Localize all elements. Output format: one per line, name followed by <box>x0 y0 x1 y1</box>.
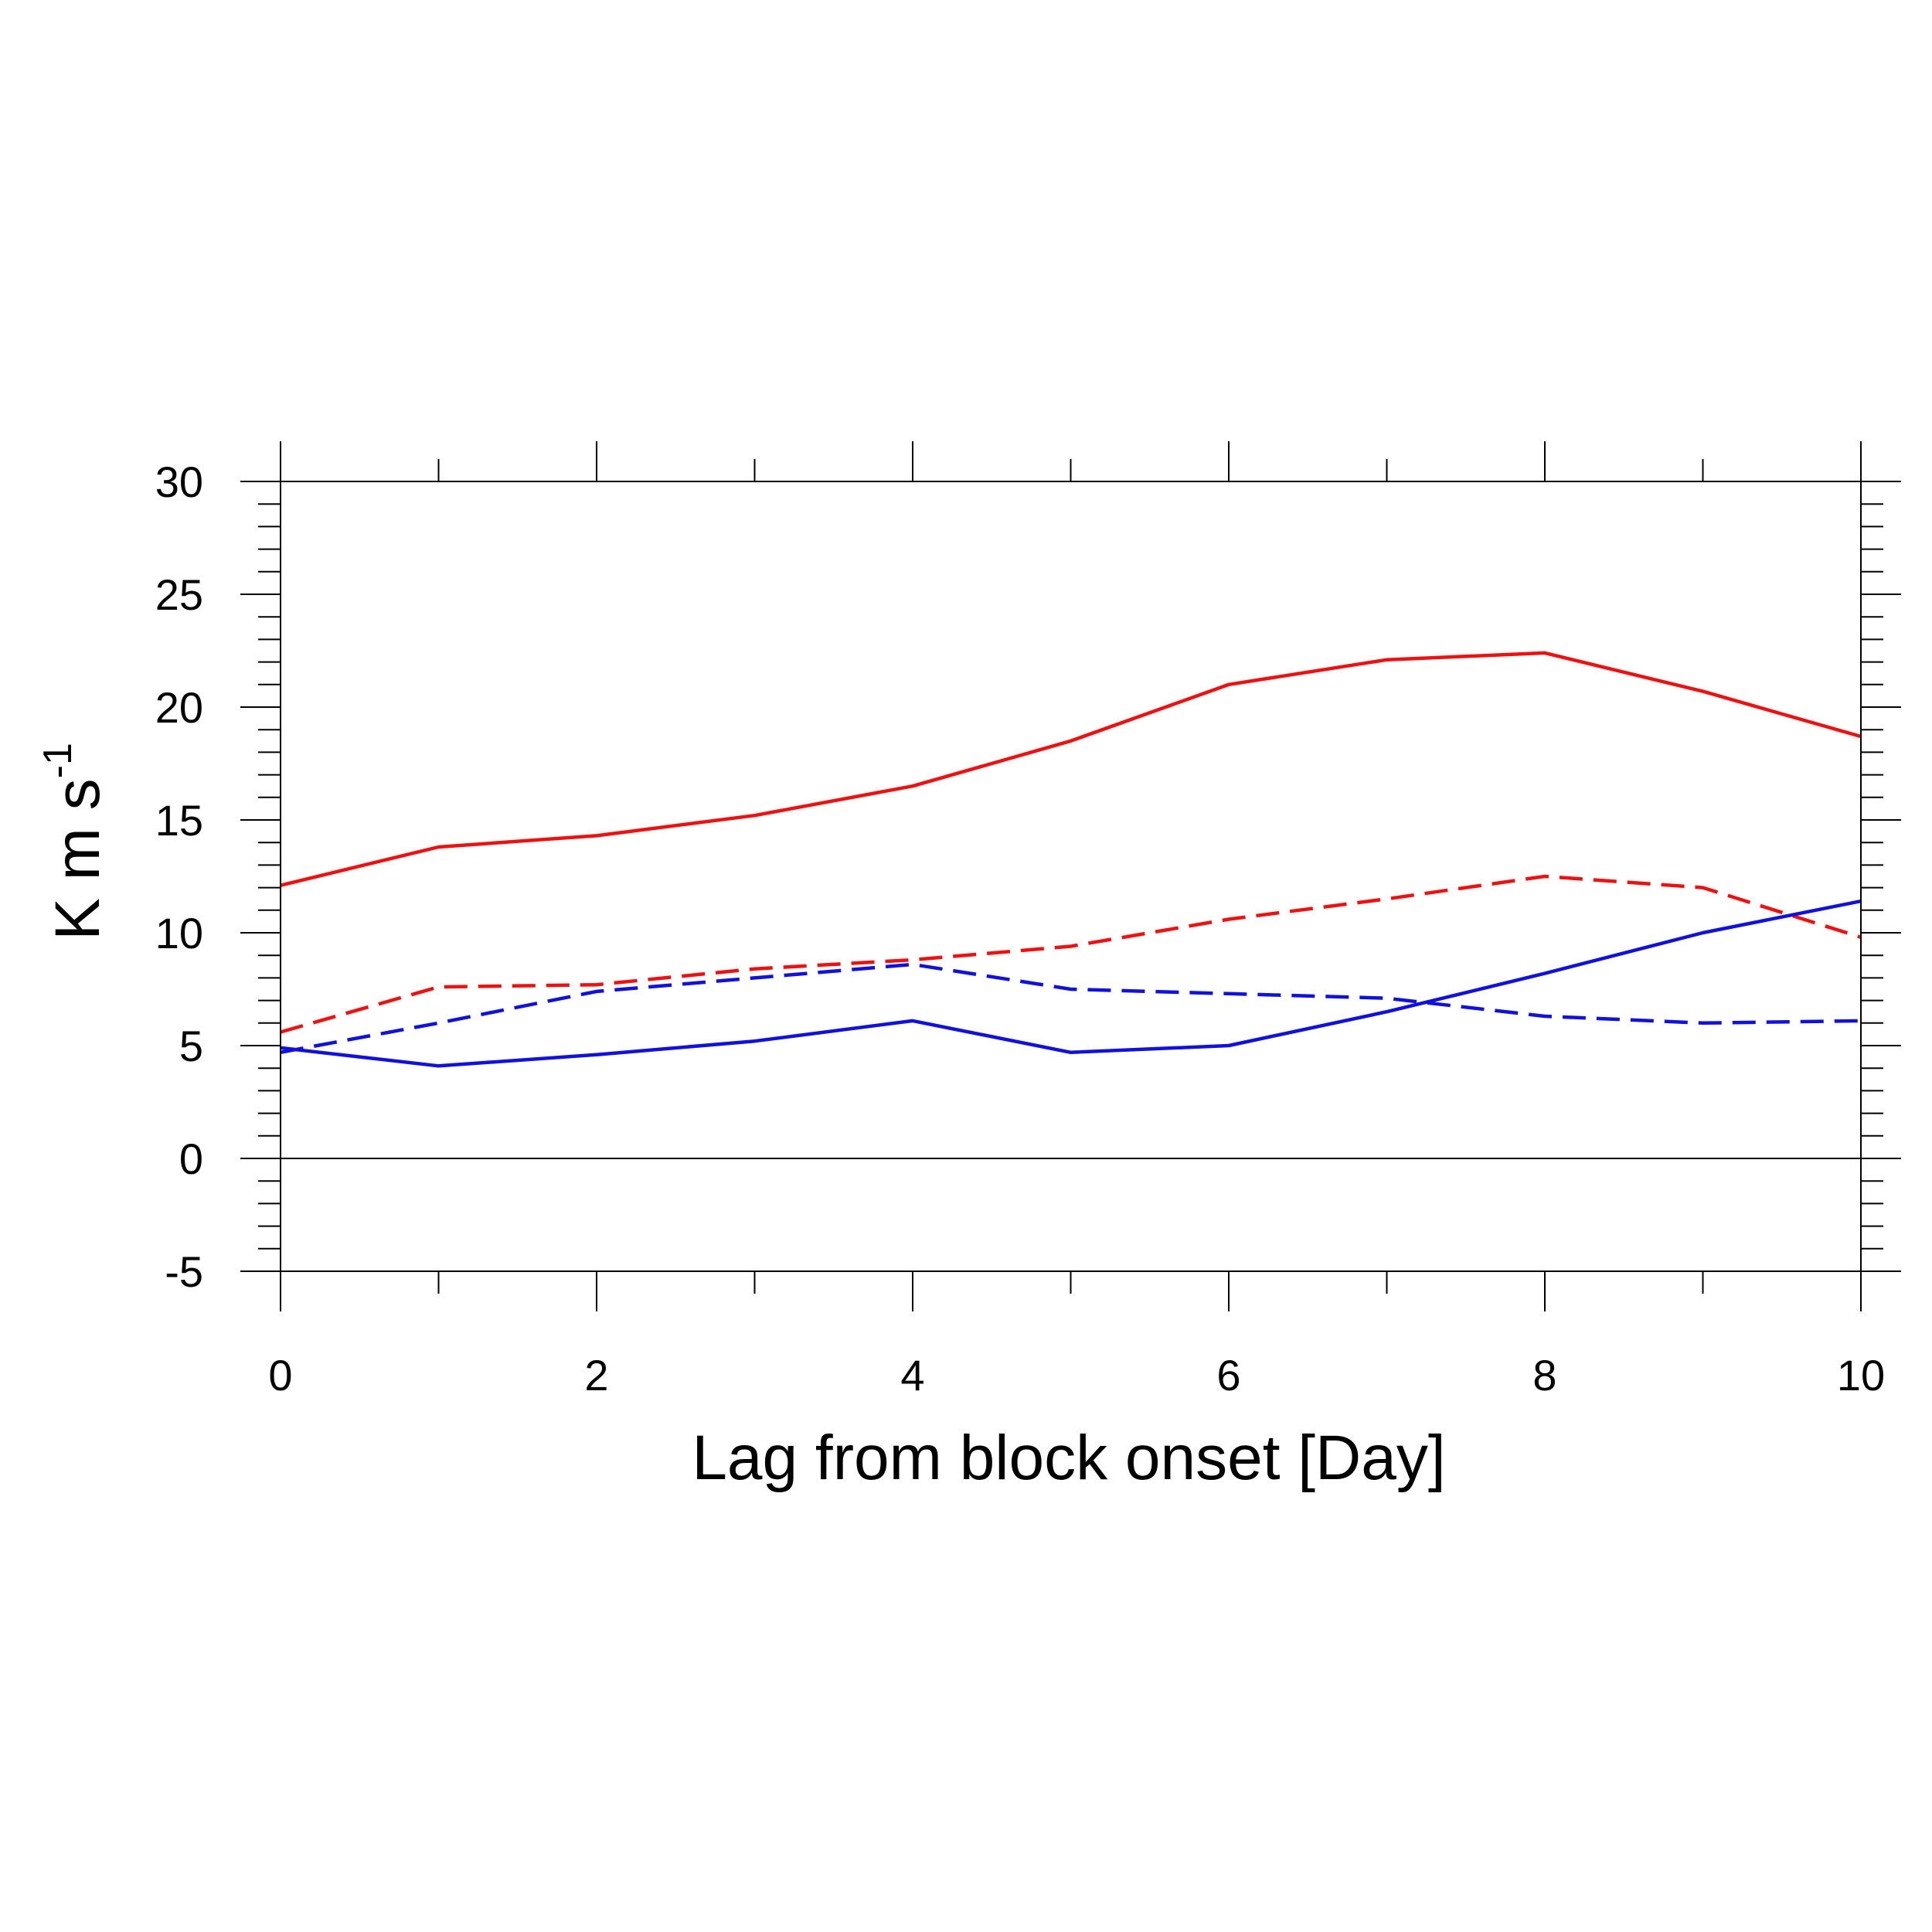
x-tick-labels: 0 2 4 6 8 10 <box>268 1351 1885 1400</box>
y-tick-label: 25 <box>155 570 203 619</box>
x-tick-label: 10 <box>1837 1351 1885 1400</box>
x-tick-label: 8 <box>1532 1351 1556 1400</box>
minor-ticks <box>258 459 1883 1294</box>
series-line-2 <box>280 874 1862 1034</box>
series-line-3 <box>280 899 1862 1068</box>
y-tick-label: 20 <box>155 683 203 732</box>
y-tick-label: 0 <box>179 1134 203 1183</box>
series-line-4 <box>280 962 1862 1055</box>
y-tick-labels: 30 25 20 15 10 5 0 -5 <box>155 457 203 1296</box>
series-layer <box>280 651 1862 1068</box>
y-tick-label: 5 <box>179 1022 203 1070</box>
x-axis-title: Lag from block onset [Day] <box>692 1423 1445 1493</box>
y-axis-title-superscript: -1 <box>36 743 80 778</box>
y-tick-label: 10 <box>155 909 203 957</box>
y-tick-label: -5 <box>165 1247 203 1296</box>
y-tick-label: 15 <box>155 796 203 845</box>
x-tick-label: 0 <box>268 1351 292 1400</box>
plot-frame <box>280 481 1862 1272</box>
x-tick-label: 6 <box>1216 1351 1240 1400</box>
y-axis-title-main: K m s <box>43 778 113 940</box>
x-tick-label: 2 <box>584 1351 608 1400</box>
series-line-1 <box>280 651 1862 887</box>
major-ticks <box>240 441 1901 1311</box>
y-axis-title: K m s-1 <box>36 743 113 940</box>
x-tick-label: 4 <box>900 1351 924 1400</box>
y-tick-label: 30 <box>155 457 203 506</box>
